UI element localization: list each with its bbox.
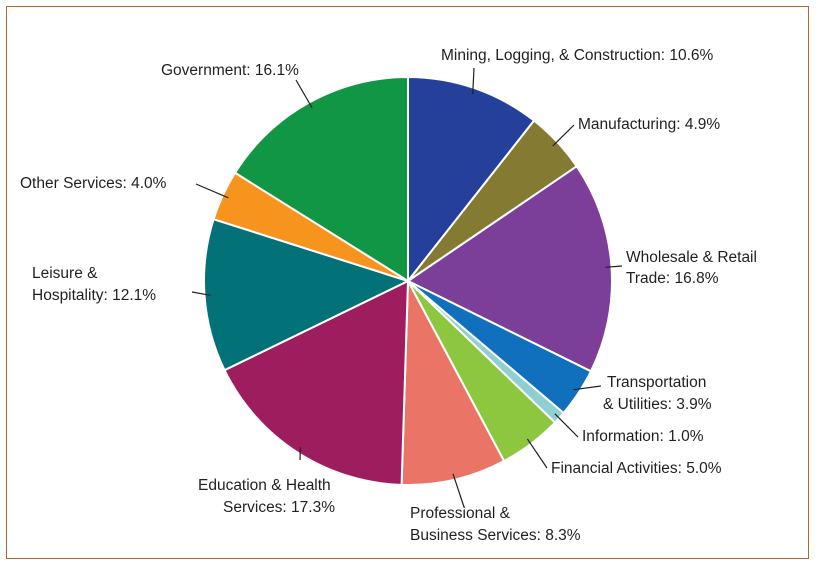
label-transportation: Transportation & Utilities: 3.9% — [603, 374, 712, 413]
label-manufacturing: Manufacturing: 4.9% — [578, 116, 720, 133]
label-other-services: Other Services: 4.0% — [20, 175, 167, 192]
leader-line — [472, 67, 475, 94]
leader-line — [554, 413, 579, 438]
label-wholesale-retail: Wholesale & Retail Trade: 16.8% — [626, 249, 761, 287]
leader-line — [573, 385, 602, 391]
leader-line — [526, 438, 548, 469]
label-education-health: Education & Health Services: 17.3% — [198, 477, 335, 516]
label-leisure-hospitality: Leisure & Hospitality: 12.1% — [32, 265, 156, 304]
leader-line — [191, 291, 211, 296]
pie-slice-leisure-hospitality — [203, 217, 411, 372]
leader-line — [195, 183, 229, 199]
pie-slice-education-health-services — [223, 279, 410, 486]
slice-labels: Mining, Logging, & Construction: 10.6% M… — [20, 47, 761, 544]
label-financial: Financial Activities: 5.0% — [551, 460, 722, 477]
leader-lines — [191, 67, 623, 508]
leader-line — [452, 473, 465, 508]
label-information: Information: 1.0% — [582, 428, 704, 445]
pie-slices — [203, 75, 613, 486]
leader-line — [552, 124, 575, 147]
leader-line — [605, 265, 623, 268]
label-professional: Professional & Business Services: 8.3% — [410, 505, 581, 544]
label-mining: Mining, Logging, & Construction: 10.6% — [441, 47, 713, 64]
pie-slice-mining-logging-construction — [407, 75, 536, 284]
label-government: Government: 16.1% — [161, 62, 299, 79]
leader-line — [295, 79, 313, 109]
